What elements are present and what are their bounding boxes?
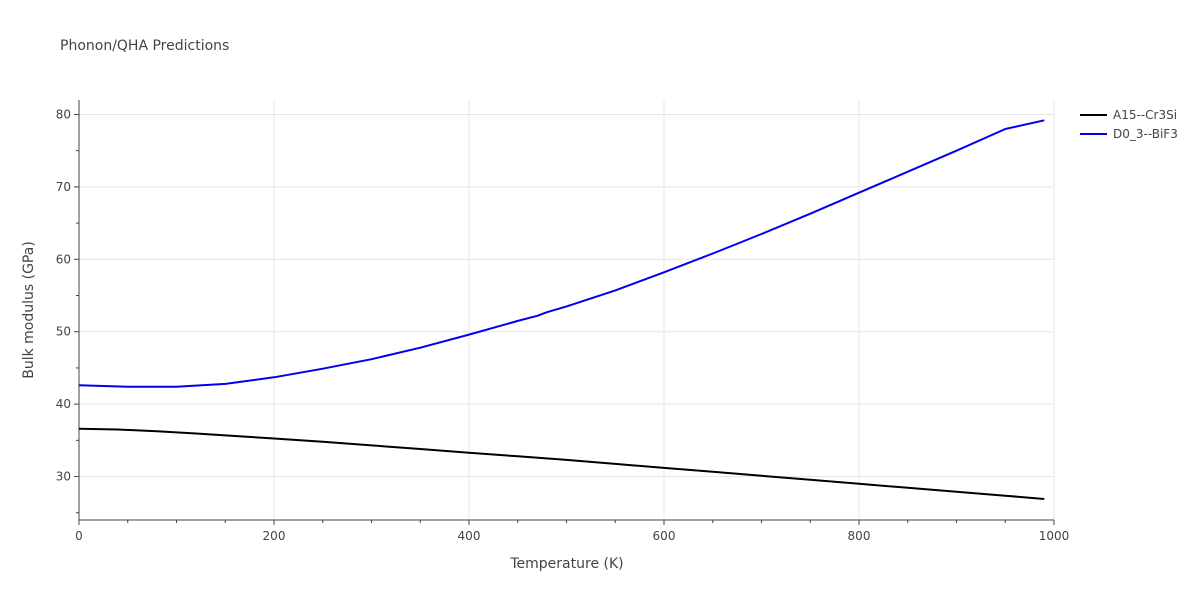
legend-label: A15--Cr3Si: [1113, 108, 1177, 122]
x-tick-label: 0: [75, 529, 83, 543]
y-tick-label: 80: [56, 107, 71, 121]
y-tick-label: 50: [56, 325, 71, 339]
legend-item-1[interactable]: A15--Cr3Si: [1080, 108, 1177, 122]
grid: [79, 100, 1055, 520]
x-tick-label: 200: [263, 529, 286, 543]
legend-item-2[interactable]: D0_3--BiF3: [1080, 127, 1178, 141]
y-tick-label: 60: [56, 252, 71, 266]
legend[interactable]: A15--Cr3Si D0_3--BiF3: [1080, 108, 1178, 141]
legend-label: D0_3--BiF3: [1113, 127, 1178, 141]
x-tick-label: 400: [458, 529, 481, 543]
series-line-1: [78, 427, 1045, 500]
y-tick-label: 30: [56, 470, 71, 484]
y-tick-label: 40: [56, 397, 71, 411]
y-axis-label: Bulk modulus (GPa): [21, 241, 37, 379]
x-tick-label: 800: [848, 529, 871, 543]
series-lines: [78, 119, 1045, 500]
series-line-2: [78, 119, 1045, 388]
axes: 0 200 400 600 800 1000 30 40 50 60 70 80: [56, 100, 1070, 543]
x-tick-label: 600: [653, 529, 676, 543]
x-tick-label: 1000: [1039, 529, 1070, 543]
x-axis-label: Temperature (K): [509, 556, 623, 572]
y-tick-label: 70: [56, 180, 71, 194]
chart-title: Phonon/QHA Predictions: [60, 38, 229, 54]
